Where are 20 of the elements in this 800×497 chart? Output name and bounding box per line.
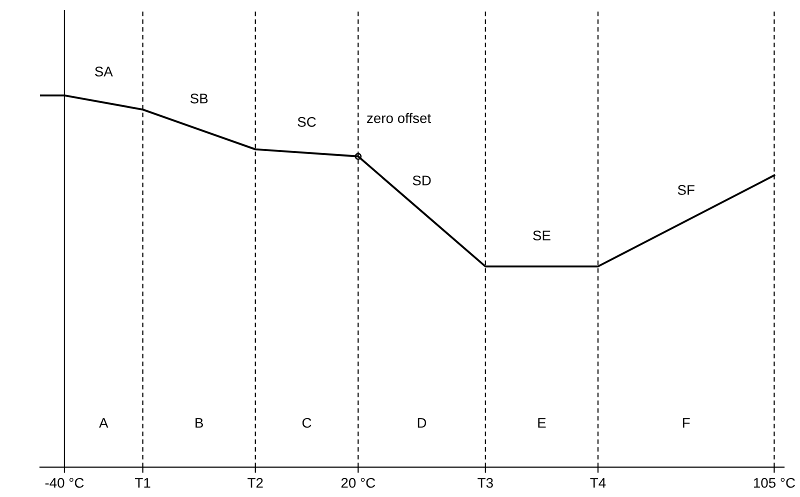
- annotation: A: [99, 418, 108, 428]
- annotation: B: [196, 418, 203, 428]
- annotation: C: [302, 418, 312, 428]
- annotation: SD: [412, 176, 431, 186]
- x-tick-label: T4: [590, 478, 606, 488]
- x-tick-label: T2: [248, 478, 263, 488]
- annotation: SE: [533, 230, 550, 240]
- x-tick-label: T1: [135, 478, 150, 488]
- x-tick-label: 105 °C: [754, 478, 795, 488]
- x-tick-label: -40 °C: [45, 478, 84, 488]
- annotation: F: [683, 418, 690, 428]
- annotation: SC: [298, 117, 316, 127]
- annotation: SB: [190, 94, 208, 104]
- annotation: D: [418, 418, 426, 428]
- text: SA: [95, 66, 113, 76]
- x-tick-label: T3: [478, 478, 493, 488]
- annotation: zero offset: [367, 112, 431, 124]
- annotation: E: [538, 418, 546, 428]
- x-tick-label: 20 °C: [341, 478, 376, 488]
- annotation: SF: [678, 185, 694, 195]
